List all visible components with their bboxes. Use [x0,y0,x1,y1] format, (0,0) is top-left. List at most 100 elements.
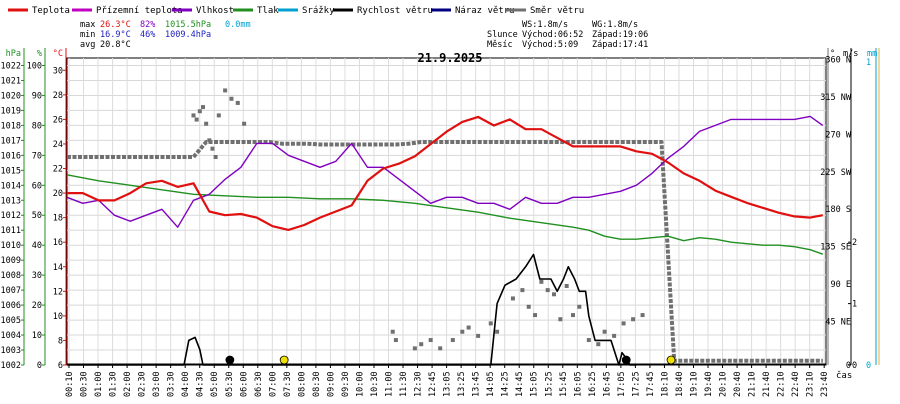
wind-speed-info: WS:1.8m/s [522,20,568,30]
wind-direction-point [558,317,563,322]
wind-direction-point [390,329,395,334]
wind-direction-point [393,338,398,343]
x-tick-label: 10:30 [370,371,380,397]
legend-label: Směr větru [530,6,584,16]
x-tick-label: 10:00 [355,371,365,397]
wind-direction-point [419,342,424,347]
x-tick-label: 17:25 [631,371,641,397]
x-tick-label: 05:30 [225,371,235,397]
wind-direction-point [235,100,240,105]
stats-avg-label: avg [80,40,95,50]
rain-tick-label: 0 [866,361,871,371]
x-tick-label: 15:45 [559,371,569,397]
legend-label: Vlhkost [196,6,234,16]
wind-direction-point [216,113,221,118]
wind-direction-point [571,313,575,318]
stats-block: max 26.3°C 82% 1015.5hPa 0.0mm min 16.9°… [80,20,251,50]
wind-direction-point [466,325,471,330]
temperature-tick-label: 30 [53,66,63,76]
x-tick-label: 13:05 [443,371,453,397]
humidity-tick-label: 100 [27,61,42,71]
legend-label: Tlak [257,6,279,16]
pressure-tick-label: 1009 [1,256,21,266]
wind-direction-point [200,105,205,110]
temperature-tick-label: 8 [58,336,63,346]
wind-tick-label: 1 [852,300,857,310]
legend-label: Teplota [32,6,70,16]
direction-tick-label: 180 S [825,205,851,215]
x-tick-label: 03:00 [152,371,162,397]
x-tick-label: 21:40 [762,371,772,397]
sun-set: Západ:19:06 [592,30,648,40]
wind-direction-point [564,283,569,288]
sun-label: Slunce [487,30,518,40]
wind-direction-point [552,292,557,297]
x-tick-label: 18:40 [675,371,685,397]
pressure-tick-label: 1022 [1,61,21,71]
temperature-tick-label: 20 [53,189,63,199]
temperature-tick-label: 22 [53,165,63,175]
humidity-tick-label: 60 [32,181,42,191]
wind-direction-point [612,333,617,338]
x-axis: 00:10 00:30 01:00 01:30 02:00 02:30 03:00 03:30… [65,365,830,397]
pressure-tick-label: 1014 [1,181,21,191]
x-tick-label: 04:00 [181,371,191,397]
x-tick-label: 21:10 [748,371,758,397]
rain-tick-label: 1 [866,58,871,68]
x-tick-label: 08:00 [297,371,307,397]
x-tick-label: 22:40 [791,371,801,397]
wind-direction-point [428,338,433,343]
x-tick-label: 09:00 [326,371,336,397]
wind-direction-point [191,113,196,118]
wind-direction-point [412,346,417,351]
x-tick-label: 14:05 [486,371,496,397]
x-tick-label: 17:45 [646,371,656,397]
sun-marker [279,355,289,365]
legend: Teplota Přízemní teplota Vlhkost Tlak Srážky… [8,6,584,16]
x-tick-label: 02:30 [138,371,148,397]
wind-tick-label: 2 [852,238,857,248]
x-tick-label: 13:45 [472,371,482,397]
x-tick-label: 16:45 [602,371,612,397]
wind-direction-point [197,109,202,114]
wind-direction-point [204,121,209,126]
x-tick-label: 01:30 [109,371,119,397]
sun-marker [666,355,676,365]
x-tick-label: 07:00 [268,371,278,397]
direction-axis-label: ° [830,49,835,59]
series [66,88,826,366]
direction-tick-label: 90 E [831,280,851,290]
wind-direction-point [545,288,550,293]
legend-label: Rychlost větru [357,6,433,16]
wind-direction-point [539,279,544,284]
pressure-tick-label: 1015 [1,166,21,176]
wind-direction-point [213,155,218,160]
x-tick-label: 23:10 [806,371,816,397]
x-tick-label: 01:00 [94,371,104,397]
x-tick-label: 19:40 [704,371,714,397]
wind-direction-point [631,317,636,322]
pressure-tick-label: 1008 [1,271,21,281]
moon-label: Měsíc [487,40,513,50]
pressure-tick-label: 1004 [1,331,21,341]
temperature-tick-label: 10 [53,312,63,322]
x-tick-label: 19:10 [689,371,699,397]
wind-tick-label: 0 [852,361,857,371]
direction-tick-label: 315 NW [820,93,852,103]
direction-tick-label: 0 [846,361,851,371]
wind-direction-point [533,313,538,318]
x-tick-label: 17:05 [617,371,627,397]
markers [225,355,676,365]
humidity-tick-label: 0 [37,361,42,371]
left-axes: hPa1002100310041005100610071008100910101… [1,48,67,371]
wind-direction-point [194,117,199,122]
x-tick-label: 07:30 [283,371,293,397]
pressure-tick-label: 1011 [1,226,21,236]
moon-rise: Východ:5:09 [522,40,578,50]
x-tick-label: 12:45 [428,371,438,397]
x-tick-label: 06:30 [254,371,264,397]
pressure-tick-label: 1017 [1,136,21,146]
wind-direction-point [460,329,465,334]
x-tick-label: 06:00 [239,371,249,397]
